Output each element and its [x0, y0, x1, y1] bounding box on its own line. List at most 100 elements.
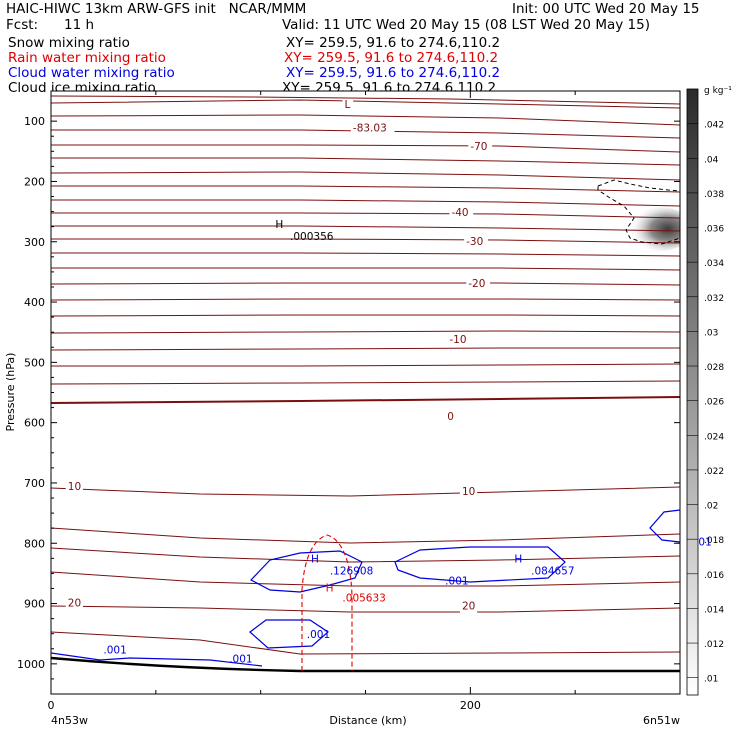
x-tick-label-200: 200 [460, 699, 481, 712]
field-name-rain: Rain water mixing ratio [8, 50, 166, 66]
x-endpoint-left: 4n53w [51, 714, 88, 727]
temperature-contour-label: L [345, 99, 351, 111]
y-tick-label-400: 400 [24, 296, 45, 309]
cloud-water-contour-3 [249, 619, 329, 649]
field-contour-label: H [275, 219, 283, 231]
temperature-contour-line [51, 114, 680, 126]
temperature-contour-line [51, 129, 680, 139]
contour-label-bg [447, 334, 472, 347]
field-contour-label: .126908 [330, 566, 373, 578]
temperature-contour-line [51, 396, 680, 404]
colorbar-level-label: .032 [704, 294, 724, 304]
colorbar-fill [686, 88, 699, 696]
field-contour-label: H [326, 582, 334, 594]
header-fcst-value: 11 h [64, 17, 95, 33]
temperature-contour-label: -70 [470, 141, 487, 153]
temperature-contour-label: -20 [468, 278, 485, 290]
field-contour-label: H [514, 554, 522, 566]
contour-label-bg [65, 481, 83, 494]
x-tick-label-0: 0 [48, 699, 55, 712]
temperature-contour-line [51, 171, 680, 181]
temperature-contour-line [51, 238, 680, 244]
field-contour-label: .001 [307, 629, 330, 641]
temperature-contour-label: 0 [447, 411, 454, 423]
cloud-water-contour-4 [51, 652, 263, 667]
field-contour-label: .001 [445, 575, 468, 587]
colorbar-level-label: .026 [704, 398, 724, 408]
rain-water-contour [301, 534, 353, 671]
temperature-contour-line [51, 199, 680, 207]
colorbar-level-label: .014 [704, 605, 724, 615]
y-tick-label-300: 300 [24, 236, 45, 249]
plot-area: -83.03L -70 -40 -30 -20 -10 0 10 10 20 20 H .000356 H… [17, 90, 712, 712]
field-name-cloud-water: Cloud water mixing ratio [8, 65, 175, 81]
field-xy-snow: XY= 259.5, 91.6 to 274.6,110.2 [286, 35, 501, 51]
temperature-contour-label: -10 [449, 334, 466, 346]
field-contour-label: .001 [103, 645, 126, 657]
contour-label-bg [65, 597, 83, 610]
temperature-contour-line [51, 99, 680, 109]
colorbar-level-label: .022 [704, 467, 724, 477]
temperature-contour-line [51, 631, 680, 655]
colorbar-unit: g kg⁻¹ [704, 86, 732, 96]
temperature-contour-line [51, 571, 680, 587]
temperature-contour-line [51, 330, 680, 334]
temperature-contour-label: -40 [451, 207, 468, 219]
temperature-contour-line [51, 185, 680, 193]
temperature-contour-line [51, 212, 680, 219]
y-tick-label-700: 700 [24, 477, 45, 490]
field-contour-label: .001 [229, 654, 252, 666]
x-axis-title: Distance (km) [329, 714, 406, 727]
colorbar-level-label: .016 [704, 571, 724, 581]
temperature-contour-line [51, 527, 680, 544]
header-init: Init: 00 UTC Wed 20 May 15 [512, 1, 700, 17]
colorbar-level-label: .042 [704, 121, 724, 131]
contour-label-bg [445, 411, 456, 424]
colorbar-level-label: .036 [704, 225, 724, 235]
temperature-contours [51, 95, 680, 655]
contour-label-bg [449, 206, 474, 219]
temperature-contour-line [51, 486, 680, 497]
colorbar-level-label: .03 [704, 328, 718, 338]
y-tick-label-200: 200 [24, 175, 45, 188]
colorbar-level-label: .04 [704, 155, 719, 165]
temperature-contour-label: 20 [462, 601, 475, 613]
temperature-contour-line [51, 282, 680, 286]
temperature-contour-line [51, 314, 680, 317]
temperature-contour-line [51, 547, 680, 563]
y-tick-label-600: 600 [24, 417, 45, 430]
temperature-contour-line [51, 267, 680, 271]
colorbar-level-label: .012 [704, 640, 724, 650]
colorbar-level-label: .028 [704, 363, 724, 373]
temperature-contour-label: 20 [68, 598, 81, 610]
temperature-contour-label: 10 [68, 481, 81, 493]
header-fcst-label: Fcst: [6, 17, 39, 33]
temperature-contour-line [51, 380, 680, 385]
temperature-contour-line [51, 144, 680, 153]
contour-labels: -83.03L -70 -40 -30 -20 -10 0 10 10 20 20 H .000356 H… [65, 98, 712, 666]
temperature-contour-line [51, 605, 680, 613]
colorbar-level-label: .018 [704, 536, 724, 546]
field-contour-label: .000356 [290, 231, 334, 243]
colorbar-level-label: .024 [704, 432, 724, 442]
cloud-water-contour-5 [649, 509, 680, 543]
temperature-contour-line [51, 298, 680, 301]
y-tick-label-900: 900 [24, 598, 45, 611]
field-contour-label: .005633 [342, 593, 385, 605]
contour-label-bg [459, 600, 478, 613]
colorbar-level-label: .038 [704, 190, 724, 200]
field-name-snow: Snow mixing ratio [8, 35, 130, 51]
cloud-water-contour-2 [394, 546, 566, 583]
header-valid: Valid: 11 UTC Wed 20 May 15 (08 LST Wed … [282, 17, 650, 33]
contour-label-bg [464, 235, 488, 248]
temperature-contour-line [51, 252, 680, 257]
contour-label-bg [466, 277, 491, 290]
cloud-water-contour-1 [250, 550, 363, 593]
header-title: HAIC-HIWC 13km ARW-GFS init NCAR/MMM [6, 1, 307, 17]
field-contour-label: H [311, 554, 319, 566]
temperature-contour-label: -83.03 [353, 122, 387, 134]
contour-label-bg [468, 141, 493, 154]
temperature-contour-line [51, 347, 680, 351]
field-xy-cloud-water: XY= 259.5, 91.6 to 274.6,110.2 [286, 65, 501, 81]
